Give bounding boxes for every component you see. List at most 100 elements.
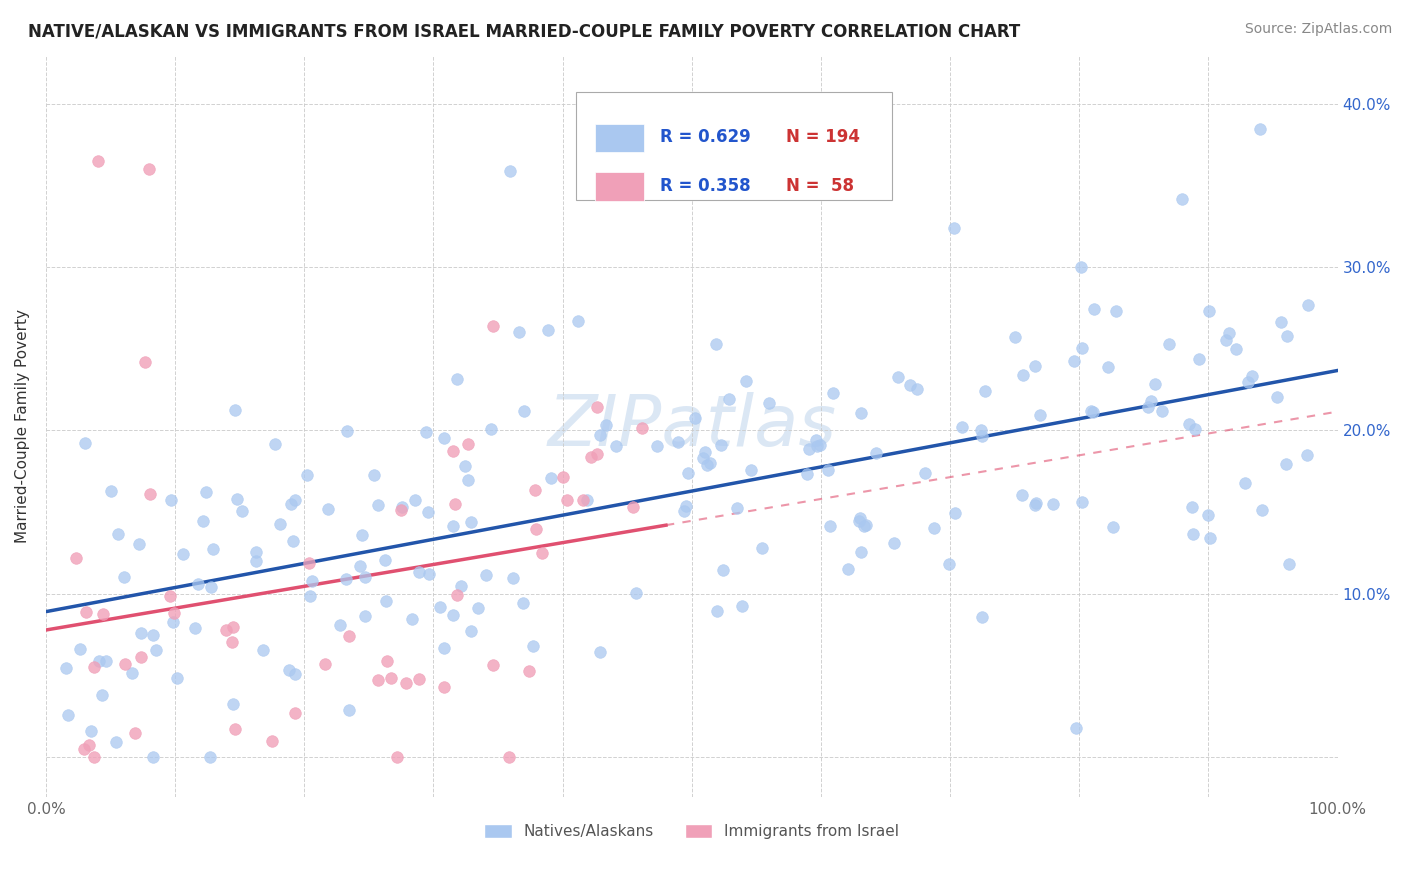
Point <box>252 643 274 657</box>
Point <box>145 643 167 657</box>
Point <box>467 601 489 615</box>
Point <box>337 629 360 643</box>
Point <box>758 395 780 409</box>
Point <box>159 589 181 603</box>
Point <box>482 318 505 333</box>
Point <box>391 500 413 515</box>
Point <box>385 749 408 764</box>
Point <box>375 594 398 608</box>
Point <box>576 493 599 508</box>
Point <box>1070 260 1092 275</box>
Point <box>281 534 304 549</box>
Point <box>905 383 928 397</box>
Point <box>1024 359 1046 373</box>
Point <box>740 463 762 477</box>
Point <box>530 545 553 559</box>
Point <box>1025 496 1047 510</box>
Point <box>751 541 773 556</box>
Point <box>853 518 876 533</box>
Point <box>224 722 246 736</box>
Point <box>401 612 423 626</box>
Point <box>408 672 430 686</box>
Point <box>389 503 412 517</box>
Point <box>80 723 103 738</box>
Point <box>683 410 706 425</box>
Point <box>595 417 617 432</box>
Point <box>105 735 128 749</box>
Point <box>73 436 96 450</box>
Point <box>86 154 108 169</box>
Point <box>848 514 870 528</box>
Point <box>696 458 718 472</box>
Point <box>457 437 479 451</box>
Point <box>678 466 700 480</box>
Point <box>432 680 454 694</box>
Point <box>138 162 160 177</box>
Point <box>91 607 114 622</box>
Point <box>725 501 748 516</box>
Point <box>200 749 222 764</box>
Point <box>865 446 887 460</box>
Point <box>508 325 530 339</box>
Point <box>849 406 872 420</box>
Point <box>354 570 377 584</box>
Point <box>367 673 389 687</box>
Point <box>524 483 547 497</box>
Point <box>631 421 654 435</box>
Text: ZIPatlas: ZIPatlas <box>547 392 837 461</box>
Point <box>1265 390 1288 404</box>
Point <box>699 456 721 470</box>
Point <box>284 493 307 508</box>
Point <box>87 654 110 668</box>
Point <box>245 554 267 568</box>
Point <box>1225 342 1247 356</box>
Point <box>335 572 357 586</box>
Point <box>502 571 524 585</box>
Point <box>107 527 129 541</box>
Point <box>950 420 973 434</box>
Point <box>94 654 117 668</box>
Point <box>187 577 209 591</box>
Point <box>295 468 318 483</box>
Point <box>817 463 839 477</box>
Point <box>73 742 96 756</box>
Point <box>1144 377 1167 392</box>
Point <box>1080 404 1102 418</box>
Point <box>1241 369 1264 384</box>
Point <box>215 623 238 637</box>
Point <box>482 658 505 673</box>
Point <box>938 557 960 571</box>
Point <box>55 661 77 675</box>
Point <box>820 519 842 533</box>
Point <box>222 697 245 711</box>
Point <box>718 392 741 406</box>
Point <box>579 450 602 464</box>
Text: N = 194: N = 194 <box>786 128 860 146</box>
Point <box>446 371 468 385</box>
Point <box>645 439 668 453</box>
Point <box>450 578 472 592</box>
Point <box>970 423 993 437</box>
Point <box>349 559 371 574</box>
Point <box>69 642 91 657</box>
Point <box>416 505 439 519</box>
Point <box>942 221 965 235</box>
Point <box>124 726 146 740</box>
Point <box>837 562 859 576</box>
Point <box>299 590 322 604</box>
Point <box>730 599 752 613</box>
Point <box>429 600 451 615</box>
Point <box>56 707 79 722</box>
Point <box>1215 333 1237 347</box>
Point <box>922 520 945 534</box>
Point <box>668 434 690 449</box>
Point <box>162 615 184 629</box>
Point <box>433 431 456 445</box>
Point <box>823 385 845 400</box>
Point <box>221 635 243 649</box>
Point <box>499 164 522 178</box>
Point <box>540 471 562 485</box>
Point <box>65 551 87 566</box>
Point <box>914 466 936 480</box>
Point <box>367 498 389 512</box>
